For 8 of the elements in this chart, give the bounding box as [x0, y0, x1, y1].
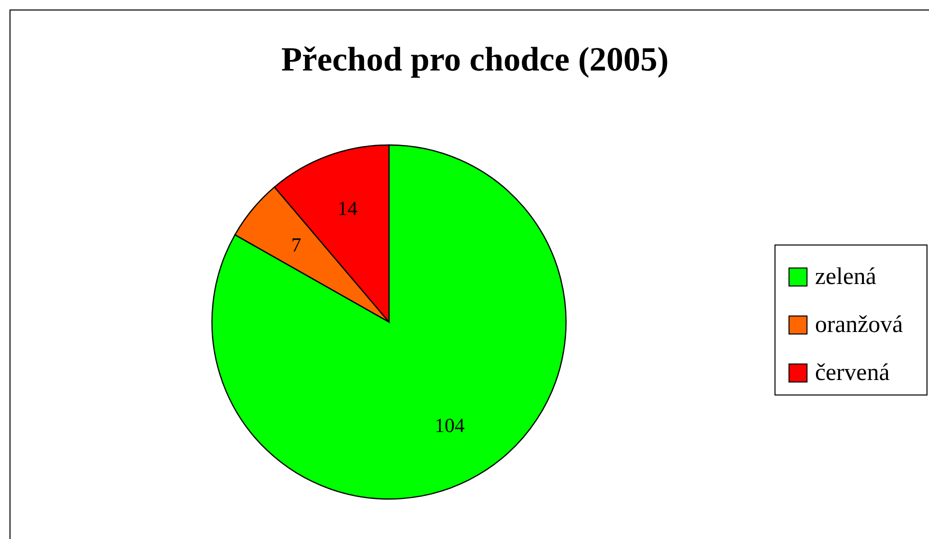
- legend-label: oranžová: [815, 312, 904, 338]
- data-label: 14: [338, 198, 358, 220]
- chart-title: Přechod pro chodce (2005): [281, 42, 669, 78]
- data-label: 7: [291, 234, 302, 256]
- legend-label: červená: [815, 360, 890, 386]
- data-label: 104: [434, 414, 465, 437]
- pie-slice: [211, 144, 566, 500]
- legend-label: zelená: [815, 264, 877, 290]
